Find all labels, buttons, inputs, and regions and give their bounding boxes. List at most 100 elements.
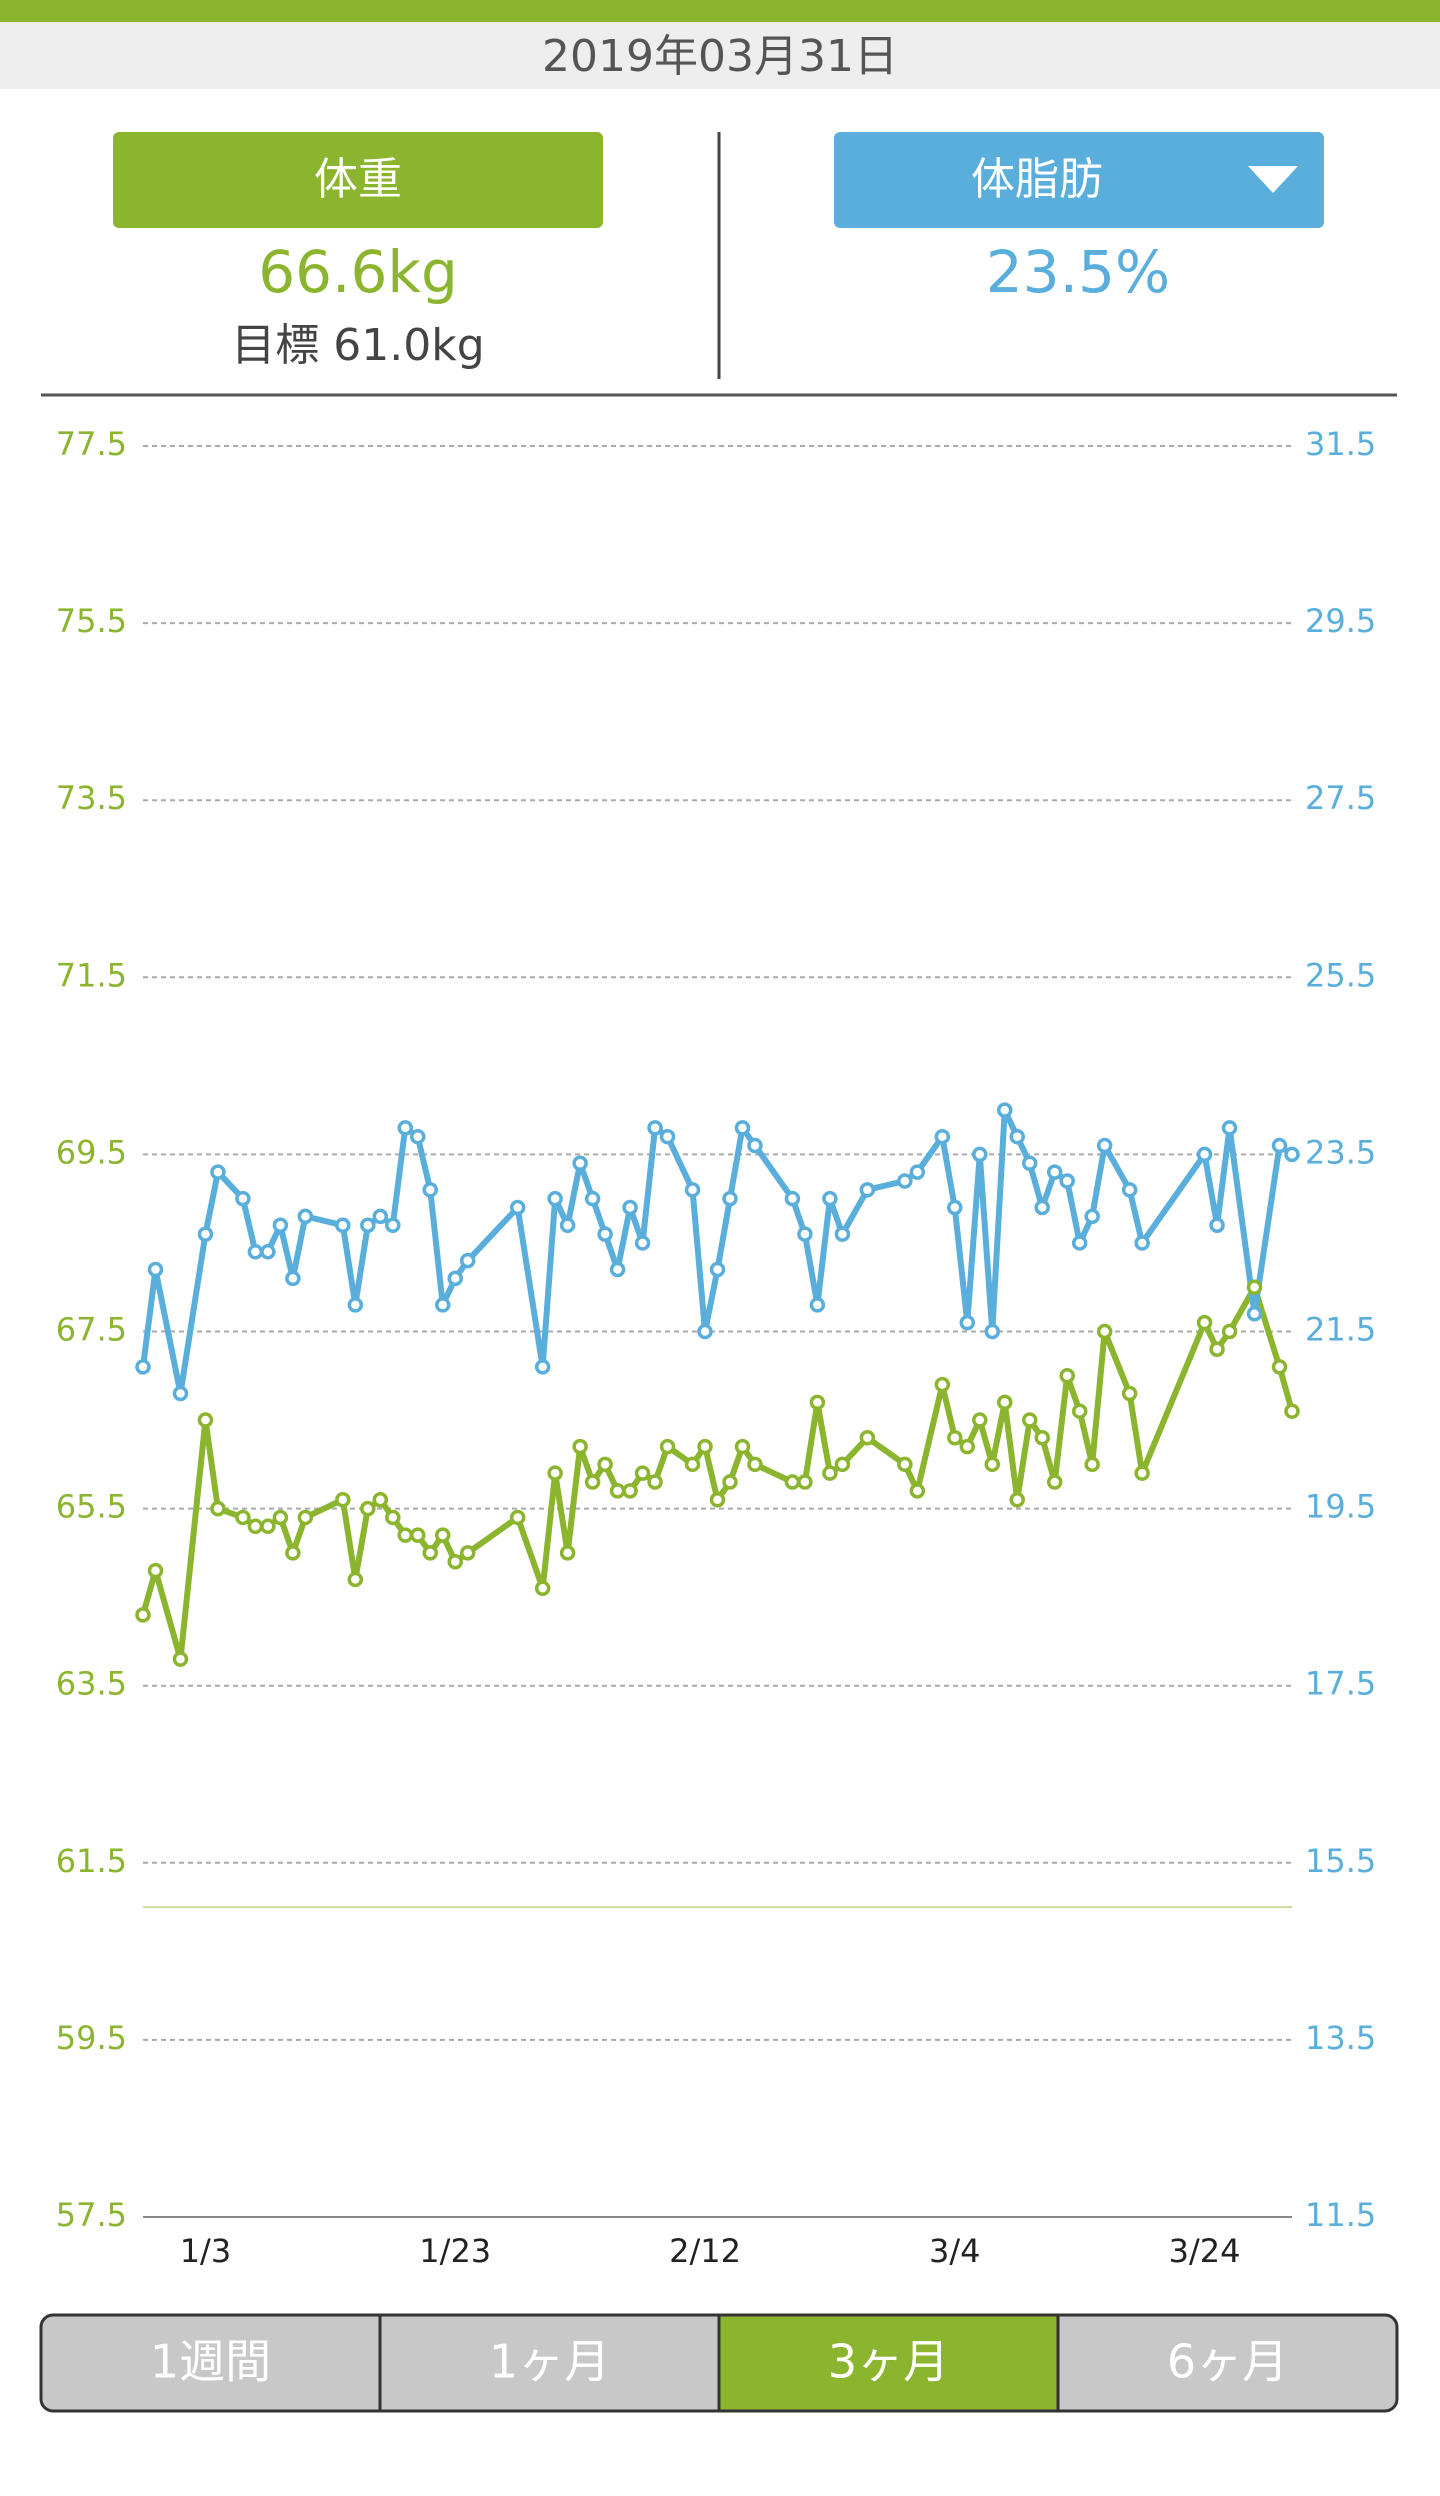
y-tick-label: 61.5 [56,1842,127,1880]
point [647,1474,663,1490]
point [1059,1368,1075,1384]
point [734,1120,751,1136]
x-tick-label: 1/3 [180,2232,232,2270]
point [410,1527,426,1543]
point [859,1182,876,1198]
point [335,1217,351,1233]
point [135,1607,151,1623]
point [572,1438,588,1455]
point [285,1545,301,1561]
fat-button[interactable] [834,132,1324,228]
point [1009,1491,1025,1508]
point [1196,1314,1213,1331]
point [972,1146,988,1163]
dropdown-arrow[interactable] [1248,166,1298,193]
x-tick-label: 3/24 [1169,2232,1241,2270]
point [984,1456,1001,1473]
point [1221,1323,1238,1340]
point [634,1465,651,1481]
point [509,1199,526,1216]
fat-value: 23.5% [986,238,1170,306]
point [1271,1359,1288,1375]
point [834,1226,851,1242]
tab-label[interactable]: 1週間 [150,2335,271,2389]
point [372,1208,389,1225]
point [1046,1164,1063,1180]
point [947,1199,963,1216]
point [360,1217,376,1233]
point [459,1252,476,1269]
y-tick-label: 65.5 [56,1488,127,1526]
y-tick-label: 75.5 [56,602,127,640]
y2-tick-label: 11.5 [1305,2196,1376,2234]
point [959,1438,976,1455]
point [509,1509,526,1526]
point [697,1438,713,1455]
point [747,1456,763,1473]
point [1246,1279,1263,1295]
y2-tick-label: 17.5 [1305,1665,1376,1703]
fat-button-label[interactable]: 体脂肪 [971,154,1103,205]
point [709,1261,726,1278]
point [1096,1137,1113,1154]
point [934,1128,951,1145]
point [197,1412,214,1428]
point [909,1164,926,1180]
y2-tick-label: 29.5 [1305,602,1376,640]
point [147,1562,164,1579]
y2-tick-label: 15.5 [1305,1842,1376,1880]
x-tick-label: 3/4 [929,2232,981,2270]
point [547,1465,563,1481]
point [722,1474,738,1490]
point [210,1164,226,1180]
point [1209,1341,1225,1357]
tab-label[interactable]: 3ヶ月 [828,2335,949,2389]
point [422,1182,438,1198]
y2-tick-label: 13.5 [1305,2019,1376,2057]
date: 2019年03月31日 [542,31,898,82]
weight-goal: 目標 61.0kg [231,320,484,371]
point [360,1500,376,1517]
point [897,1173,913,1189]
point [697,1323,713,1340]
point [172,1385,189,1402]
point [385,1217,401,1233]
point [822,1190,838,1207]
point [147,1261,164,1278]
point [247,1518,264,1535]
y-tick-label: 59.5 [56,2019,127,2057]
point [272,1217,289,1233]
tab-label[interactable]: 6ヶ月 [1167,2335,1288,2389]
point [659,1438,676,1455]
point [172,1651,189,1667]
point [434,1527,451,1543]
y-tick-label: 63.5 [56,1665,127,1703]
point [534,1580,551,1597]
point [684,1456,701,1473]
point [1121,1182,1138,1198]
tab-selected[interactable] [717,2313,1060,2413]
weight-button[interactable] [113,132,603,228]
point [1121,1385,1138,1402]
point [959,1314,976,1331]
weight-button-label[interactable]: 体重 [314,154,402,205]
point [997,1102,1013,1118]
y2-tick-label: 25.5 [1305,956,1376,994]
point [260,1244,276,1260]
point [197,1226,214,1242]
point [1271,1137,1288,1154]
point [1034,1199,1050,1216]
point [1084,1456,1100,1473]
point [1059,1173,1075,1189]
point [947,1430,963,1446]
point [934,1376,951,1393]
y-tick-label: 67.5 [56,1311,127,1349]
series-line [140,1107,1294,1397]
point [559,1545,576,1561]
point [397,1120,414,1136]
point [297,1208,314,1225]
tab-label[interactable]: 1ヶ月 [489,2335,610,2389]
point [984,1323,1001,1340]
point [709,1491,726,1508]
